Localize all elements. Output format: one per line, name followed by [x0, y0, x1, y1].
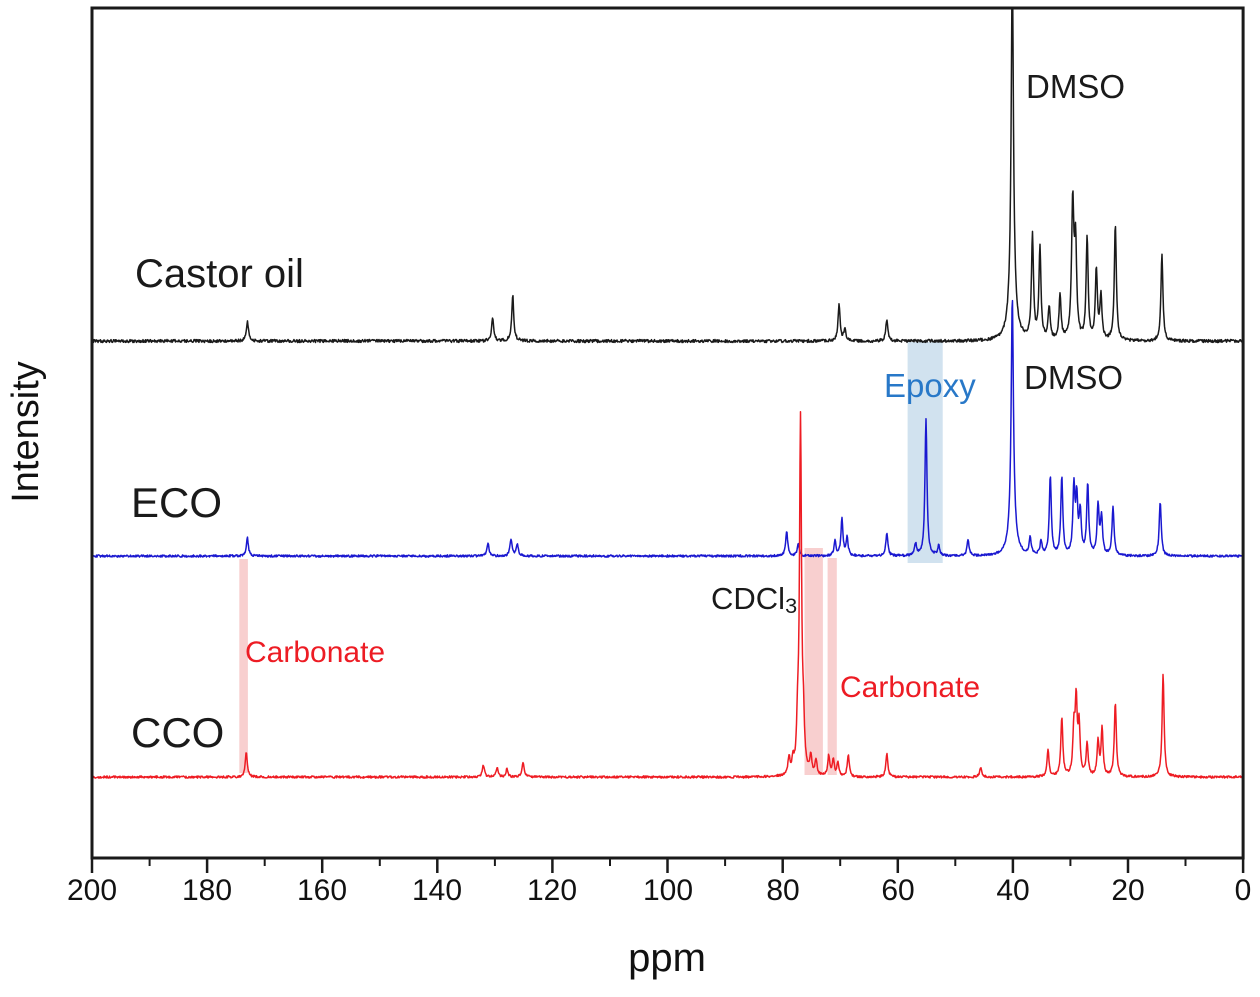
label-cdcl3-subscript: 3 [785, 592, 798, 618]
x-tick-label-20: 20 [1111, 874, 1145, 907]
label-epoxy: Epoxy [884, 367, 976, 404]
x-tick-label-80: 80 [766, 874, 800, 907]
x-axis-title: ppm [628, 936, 706, 980]
label-cco: CCO [131, 709, 225, 756]
x-tick-label-120: 120 [526, 874, 578, 907]
label-cdcl3: CDCl3 [711, 583, 797, 617]
label-dmso-castor: DMSO [1026, 68, 1125, 105]
x-tick-label-40: 40 [996, 874, 1030, 907]
y-axis-title: Intensity [5, 361, 47, 503]
x-tick-label-180: 180 [181, 874, 233, 907]
label-carbonate-mid: Carbonate [840, 671, 981, 704]
x-tick-label-100: 100 [642, 874, 694, 907]
label-cdcl3-main: CDCl [711, 581, 786, 616]
label-castor-oil: Castor oil [135, 252, 304, 296]
x-tick-label-200: 200 [66, 874, 118, 907]
label-carbonate-left: Carbonate [245, 636, 386, 669]
x-tick-label-0: 0 [1234, 874, 1252, 907]
x-tick-label-60: 60 [881, 874, 915, 907]
label-dmso-eco: DMSO [1024, 359, 1123, 396]
x-tick-label-160: 160 [296, 874, 348, 907]
label-eco: ECO [131, 479, 223, 526]
x-tick-label-140: 140 [411, 874, 463, 907]
